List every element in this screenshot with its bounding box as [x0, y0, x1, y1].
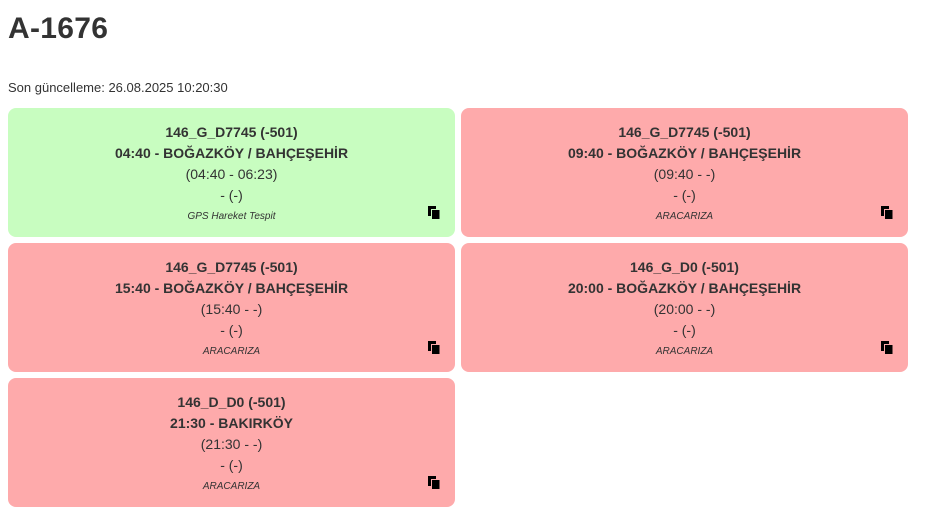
- copy-icon[interactable]: [428, 206, 441, 220]
- trip-departure: 21:30 - BAKIRKÖY: [170, 415, 293, 431]
- trip-card[interactable]: 146_G_D7745 (-501) 04:40 - BOĞAZKÖY / BA…: [8, 108, 455, 237]
- trip-card[interactable]: 146_G_D0 (-501) 20:00 - BOĞAZKÖY / BAHÇE…: [461, 243, 908, 372]
- copy-icon[interactable]: [428, 476, 441, 490]
- trip-departure: 15:40 - BOĞAZKÖY / BAHÇEŞEHİR: [114, 280, 349, 296]
- trip-departure: 04:40 - BOĞAZKÖY / BAHÇEŞEHİR: [114, 145, 349, 161]
- trip-route: 146_G_D7745 (-501): [165, 124, 298, 140]
- trip-status: ARACARIZA: [655, 211, 714, 222]
- trip-card[interactable]: 146_G_D7745 (-501) 15:40 - BOĞAZKÖY / BA…: [8, 243, 455, 372]
- trip-extra: - (-): [220, 457, 243, 473]
- copy-icon[interactable]: [881, 341, 894, 355]
- trip-status: ARACARIZA: [202, 481, 261, 492]
- trip-status: ARACARIZA: [655, 346, 714, 357]
- trip-status: ARACARIZA: [202, 346, 261, 357]
- trip-route: 146_D_D0 (-501): [177, 394, 286, 410]
- trip-departure: 09:40 - BOĞAZKÖY / BAHÇEŞEHİR: [567, 145, 802, 161]
- trip-extra: - (-): [673, 187, 696, 203]
- trip-route: 146_G_D7745 (-501): [165, 259, 298, 275]
- trip-extra: - (-): [220, 187, 243, 203]
- trip-status: GPS Hareket Tespit: [187, 211, 276, 222]
- trip-extra: - (-): [220, 322, 243, 338]
- trip-card[interactable]: 146_D_D0 (-501) 21:30 - BAKIRKÖY (21:30 …: [8, 378, 455, 507]
- trip-route: 146_G_D0 (-501): [630, 259, 739, 275]
- trip-times: (04:40 - 06:23): [185, 166, 278, 182]
- copy-icon[interactable]: [428, 341, 441, 355]
- trip-departure: 20:00 - BOĞAZKÖY / BAHÇEŞEHİR: [567, 280, 802, 296]
- trip-times: (09:40 - -): [653, 166, 716, 182]
- trip-times: (20:00 - -): [653, 301, 716, 317]
- page-title: A-1676: [8, 12, 109, 45]
- trip-card-grid: 146_G_D7745 (-501) 04:40 - BOĞAZKÖY / BA…: [8, 108, 908, 507]
- trip-route: 146_G_D7745 (-501): [618, 124, 751, 140]
- last-updated-text: Son güncelleme: 26.08.2025 10:20:30: [8, 80, 228, 95]
- trip-extra: - (-): [673, 322, 696, 338]
- trip-times: (15:40 - -): [200, 301, 263, 317]
- trip-card[interactable]: 146_G_D7745 (-501) 09:40 - BOĞAZKÖY / BA…: [461, 108, 908, 237]
- copy-icon[interactable]: [881, 206, 894, 220]
- trip-times: (21:30 - -): [200, 436, 263, 452]
